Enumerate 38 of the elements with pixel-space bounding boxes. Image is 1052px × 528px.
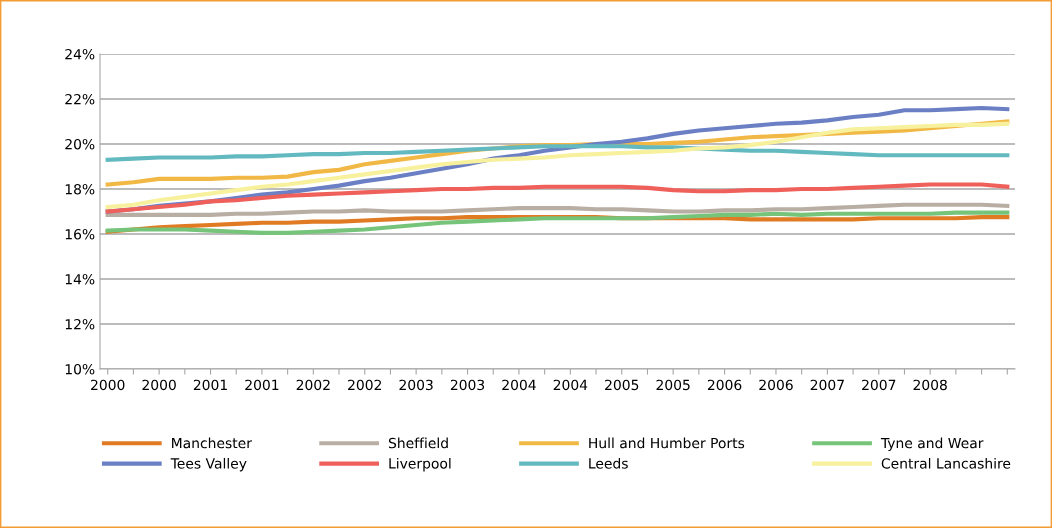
y-tick-label: 14%	[65, 273, 95, 285]
legend-label: Central Lancashire	[881, 457, 1011, 469]
x-tick-label: 2001	[193, 379, 227, 391]
x-tick-label: 2008	[913, 379, 947, 391]
y-tick-label: 12%	[65, 318, 95, 330]
legend-label: Hull and Humber Ports	[589, 437, 745, 449]
legend-label: Leeds	[589, 457, 628, 469]
legend-label: Tees Valley	[170, 457, 247, 472]
y-tick-label: 20%	[65, 138, 95, 150]
x-tick-label: 2007	[862, 379, 896, 391]
line-series	[105, 182, 1010, 214]
line-series	[105, 144, 1010, 162]
x-tick-label: 2000	[142, 379, 176, 391]
x-tick-label: 2003	[450, 379, 485, 391]
y-tick-label: 24%	[65, 48, 95, 60]
x-tick-label: 2002	[296, 379, 330, 391]
x-tick-label: 2002	[348, 379, 382, 391]
x-tick-label: 2006	[759, 379, 793, 391]
y-tick-label: 10%	[65, 363, 95, 375]
x-tick-label: 2004	[553, 379, 588, 391]
x-tick-label: 2005	[605, 379, 639, 391]
y-tick-label: 16%	[65, 228, 95, 240]
legend-label: Sheffield	[388, 437, 448, 449]
line-series	[105, 202, 1010, 217]
x-tick-label: 2003	[399, 379, 433, 391]
y-tick-label: 18%	[65, 183, 95, 195]
legend-label: Liverpool	[389, 457, 451, 472]
x-tick-label: 2001	[245, 379, 279, 391]
x-tick-label: 2000	[91, 379, 125, 391]
legend-label: Manchester	[172, 437, 252, 449]
x-tick-label: 2007	[810, 379, 844, 391]
line-series	[105, 121, 1010, 210]
y-tick-label: 22%	[65, 93, 95, 105]
x-tick-label: 2004	[502, 379, 536, 391]
x-tick-label: 2006	[707, 379, 742, 391]
line-series	[105, 210, 1010, 235]
legend-label: Tyne and Wear	[880, 437, 984, 451]
x-tick-label: 2005	[656, 379, 690, 391]
